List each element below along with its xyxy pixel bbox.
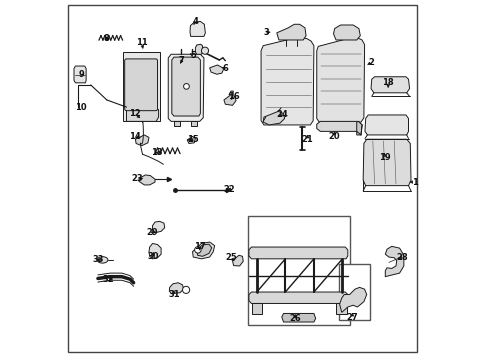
Polygon shape: [260, 37, 313, 125]
Polygon shape: [209, 65, 224, 74]
Polygon shape: [190, 21, 205, 36]
Text: 15: 15: [186, 135, 198, 145]
Text: 16: 16: [227, 92, 239, 101]
Text: 31: 31: [168, 290, 180, 299]
Text: 17: 17: [194, 242, 205, 251]
Text: 10: 10: [75, 102, 87, 112]
Text: 28: 28: [396, 253, 408, 262]
Text: 24: 24: [276, 110, 288, 119]
Polygon shape: [384, 246, 403, 277]
Polygon shape: [339, 287, 366, 312]
Polygon shape: [248, 247, 347, 259]
Polygon shape: [190, 121, 197, 126]
Text: 23: 23: [131, 174, 143, 183]
Polygon shape: [171, 57, 200, 116]
Polygon shape: [263, 111, 284, 125]
Circle shape: [194, 247, 201, 253]
Polygon shape: [169, 283, 183, 293]
Polygon shape: [276, 24, 305, 40]
Text: 18: 18: [381, 78, 393, 87]
Polygon shape: [232, 255, 242, 266]
Text: 32: 32: [103, 275, 114, 284]
Text: 8: 8: [103, 34, 109, 43]
Polygon shape: [152, 221, 165, 233]
Bar: [247, 216, 349, 325]
Polygon shape: [316, 37, 364, 122]
Text: 3: 3: [263, 27, 269, 37]
Polygon shape: [363, 139, 410, 186]
Text: 7: 7: [179, 56, 184, 65]
Polygon shape: [74, 66, 86, 83]
Text: 30: 30: [147, 252, 159, 261]
Text: 22: 22: [223, 185, 234, 194]
Polygon shape: [281, 313, 315, 322]
Polygon shape: [139, 175, 155, 185]
Polygon shape: [333, 25, 360, 40]
Text: 33: 33: [92, 255, 104, 265]
Circle shape: [183, 84, 189, 89]
Text: 27: 27: [346, 312, 358, 322]
Text: 5: 5: [190, 51, 196, 60]
Text: 11: 11: [136, 38, 148, 47]
Text: 2: 2: [368, 58, 374, 67]
Polygon shape: [192, 242, 214, 259]
Polygon shape: [356, 121, 362, 135]
Text: 26: 26: [289, 314, 301, 323]
Polygon shape: [197, 244, 212, 256]
Polygon shape: [224, 95, 236, 105]
Polygon shape: [370, 77, 408, 93]
Circle shape: [182, 286, 189, 293]
Text: 21: 21: [301, 135, 313, 145]
Polygon shape: [248, 292, 347, 303]
Polygon shape: [135, 135, 149, 146]
Polygon shape: [335, 303, 346, 314]
Text: 12: 12: [129, 109, 140, 118]
Polygon shape: [364, 115, 408, 135]
Polygon shape: [252, 303, 261, 314]
Ellipse shape: [97, 257, 107, 263]
Polygon shape: [195, 44, 202, 54]
Polygon shape: [228, 91, 233, 95]
Circle shape: [201, 47, 208, 54]
Polygon shape: [187, 136, 195, 144]
Polygon shape: [122, 52, 160, 121]
Polygon shape: [316, 121, 362, 131]
Text: 1: 1: [411, 177, 417, 187]
Text: 20: 20: [328, 132, 340, 141]
Polygon shape: [174, 121, 180, 126]
Text: 19: 19: [378, 152, 390, 162]
Text: 6: 6: [222, 64, 228, 73]
Text: 13: 13: [151, 148, 162, 157]
Text: 14: 14: [129, 132, 141, 141]
Text: 4: 4: [192, 17, 198, 26]
Polygon shape: [168, 54, 204, 121]
Polygon shape: [149, 243, 161, 259]
Text: 25: 25: [225, 253, 237, 262]
Bar: [338, 264, 370, 320]
Text: 9: 9: [78, 70, 84, 80]
FancyBboxPatch shape: [124, 59, 157, 111]
Polygon shape: [126, 110, 158, 121]
Text: 29: 29: [147, 228, 158, 237]
